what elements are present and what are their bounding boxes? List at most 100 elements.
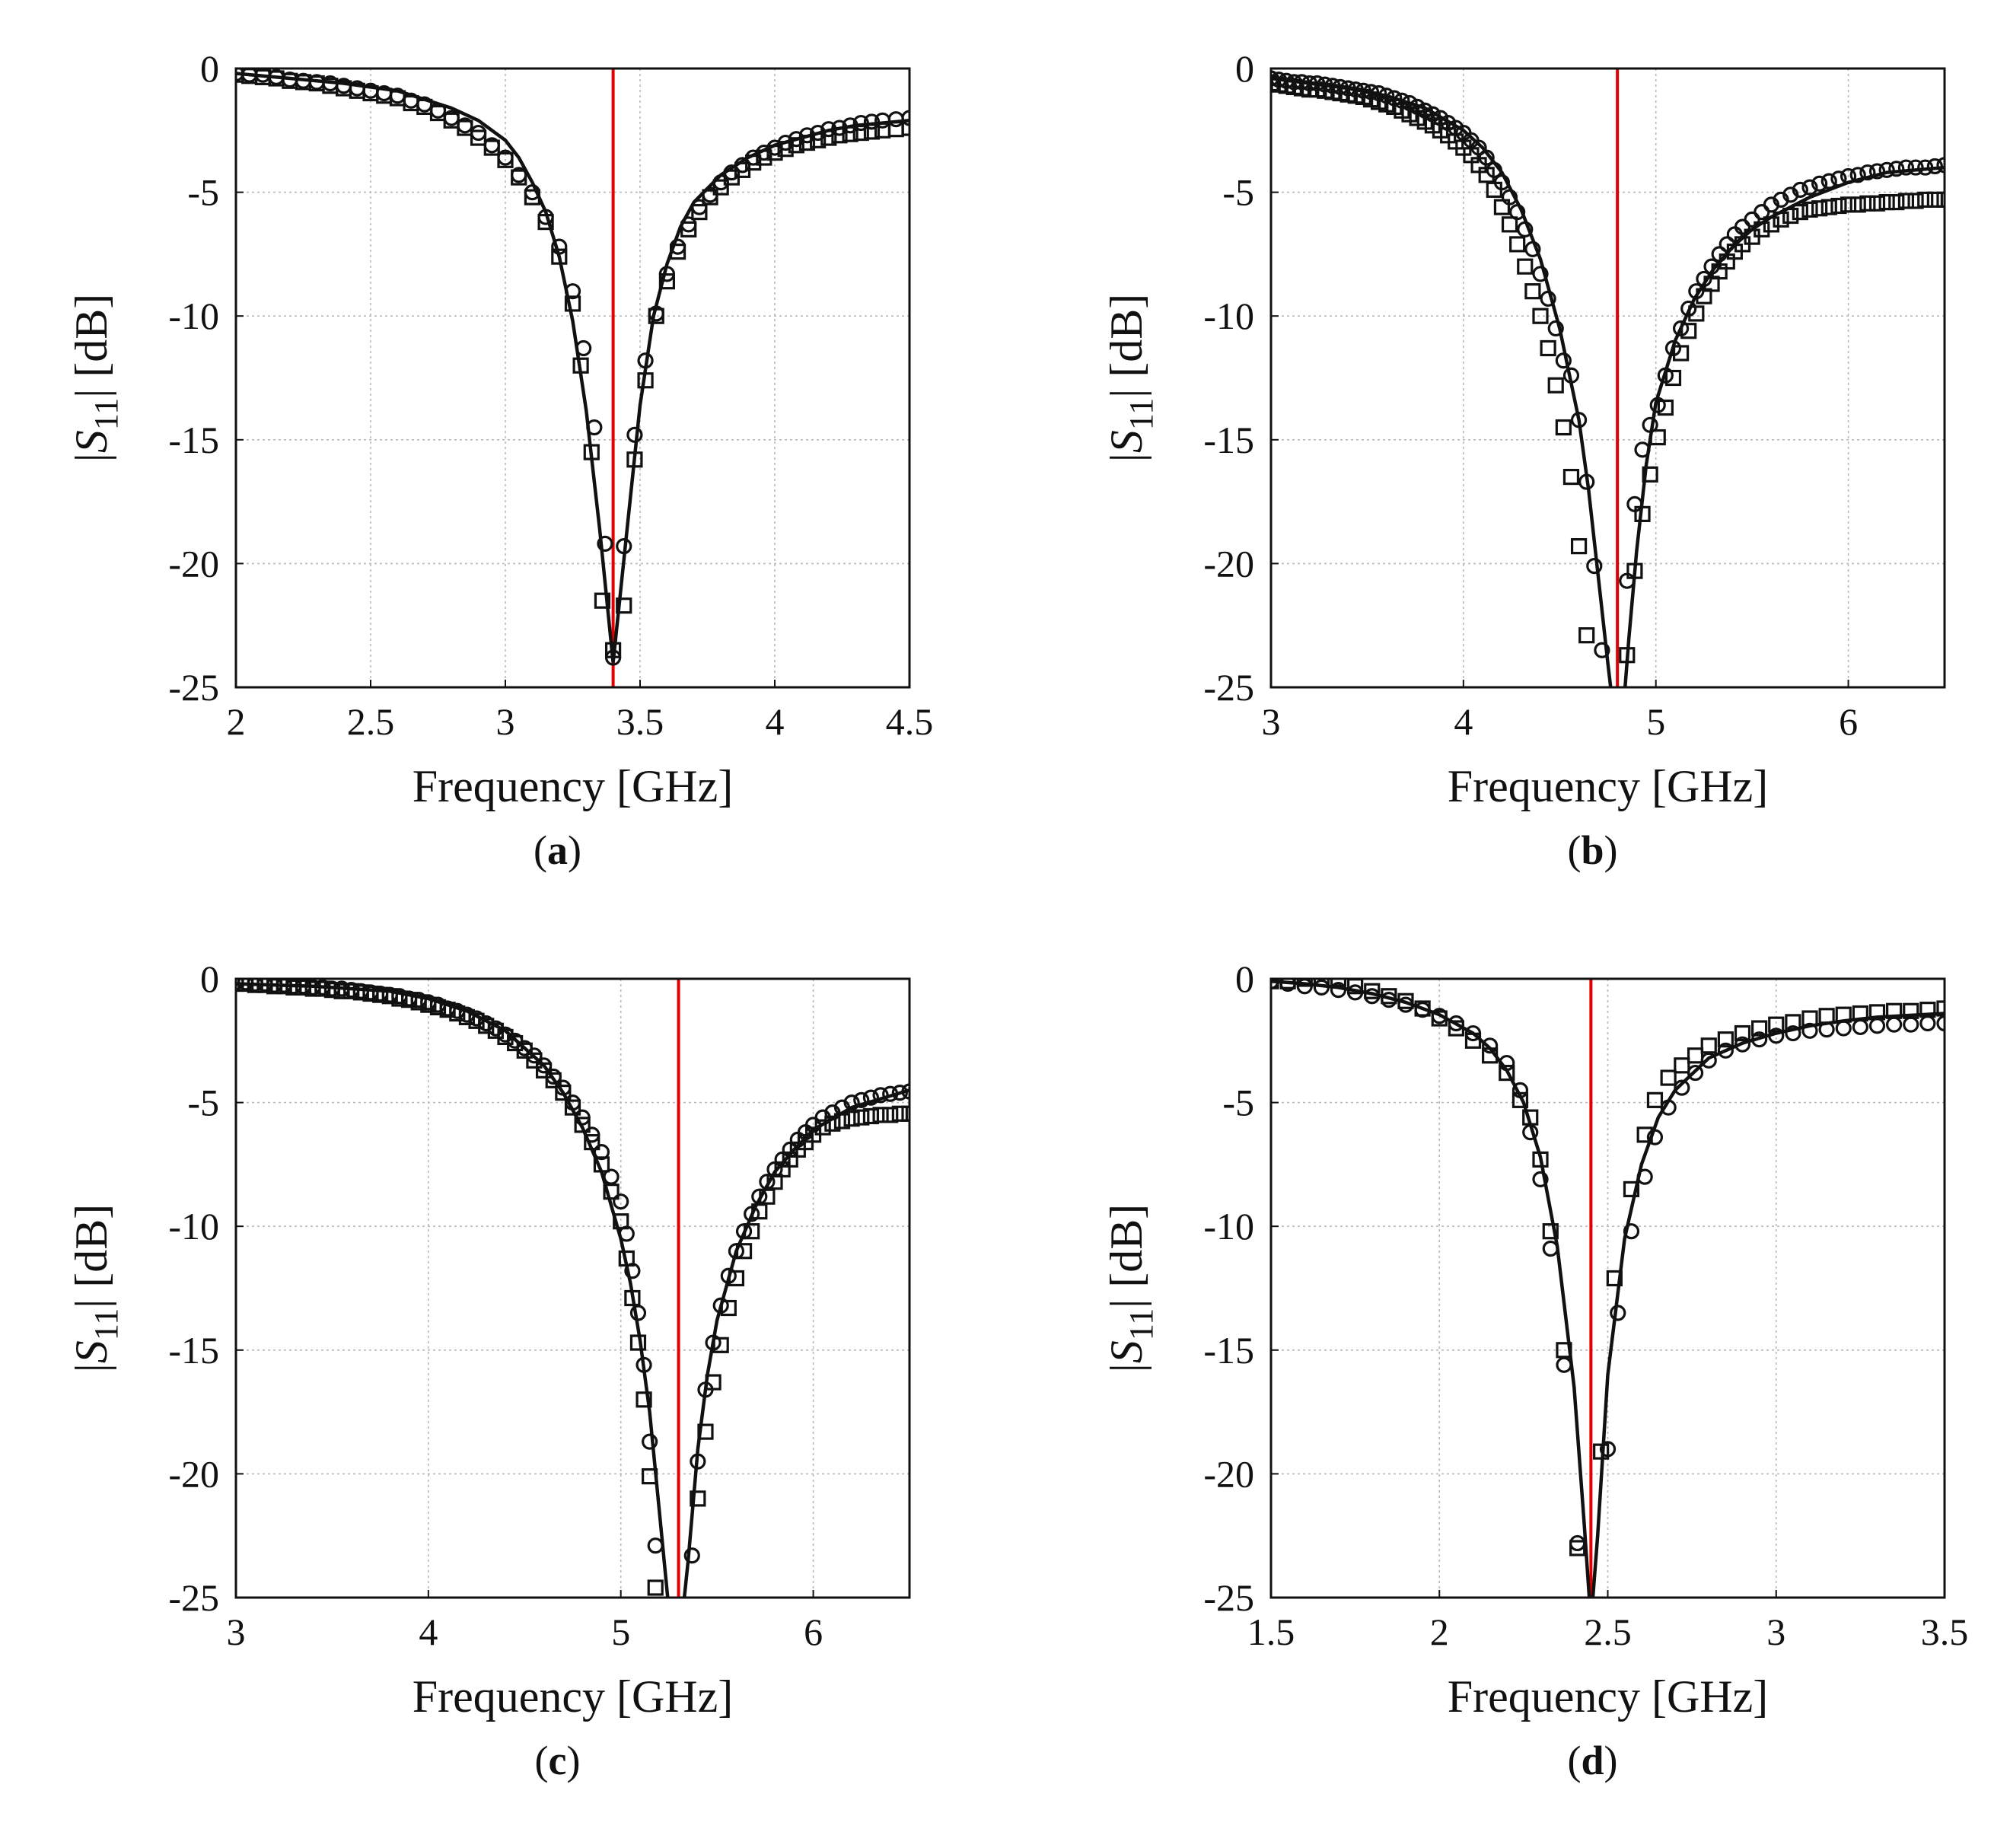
panel-a-measured-squares-point xyxy=(798,134,816,151)
panel-d-measured-squares-point xyxy=(1569,1540,1586,1556)
panel-b-measured-squares-point xyxy=(1547,377,1564,393)
panel-c-measured-squares-point xyxy=(642,1468,658,1485)
panel-d-yaxis-label: |S11| [dB] xyxy=(1101,1204,1160,1372)
panel-a-measured-squares-point xyxy=(564,295,581,312)
panel-d-measured-circles-point xyxy=(1785,1024,1801,1042)
panel-b-measured-circles-point xyxy=(1547,320,1564,337)
panel-a-measured-squares-point xyxy=(831,127,848,144)
panel-d-measured-squares-point xyxy=(1542,1223,1559,1240)
panel-b-measured-squares-point xyxy=(1626,562,1643,579)
panel-b-measured-squares-point xyxy=(1578,627,1595,644)
panel-c-measured-squares-point xyxy=(410,994,427,1011)
panel-d-ylabel-sub: 11 xyxy=(1123,1308,1160,1340)
panel-b-measured-squares-point xyxy=(1672,345,1690,362)
panel-d-measured-squares-point xyxy=(1818,1008,1835,1024)
panel-b-xtick-label: 5 xyxy=(1646,700,1665,743)
panel-c-measured-squares-point xyxy=(603,1184,620,1200)
panel-b-measured-circles-point xyxy=(1586,558,1603,575)
panel-c-yaxis-label: |S11| [dB] xyxy=(66,1204,125,1372)
panel-d-measured-circles-point xyxy=(1330,982,1347,999)
panel-c-ytick-label: -5 xyxy=(187,1082,219,1124)
panel-c-measured-squares-point xyxy=(647,1579,664,1596)
panel-c-measured-squares-point xyxy=(304,980,321,997)
panel-c-plot-area xyxy=(236,979,909,1598)
panel-b-measured-squares-point xyxy=(1649,429,1666,446)
panel-d-measured-squares-point xyxy=(1499,1064,1515,1082)
panel-c-xaxis-label: Frequency [GHz] xyxy=(413,1671,734,1722)
panel-c-measured-squares-point xyxy=(843,1110,860,1127)
panel-a-measured-squares-point xyxy=(470,129,487,146)
panel-d-measured-circles-point xyxy=(1734,1036,1751,1053)
panel-c-measured-circles-point xyxy=(862,1089,880,1106)
panel-c-caption-open: ( xyxy=(535,1738,549,1783)
panel-a-measured-squares-point xyxy=(712,179,729,196)
panel-c-measured-squares-point xyxy=(478,1018,495,1034)
panel-c-measured-squares-point xyxy=(744,1223,760,1240)
panel-c-measured-squares-point xyxy=(564,1099,581,1116)
panel-c-measured-squares-point xyxy=(429,999,447,1015)
panel-b-measured-squares-point xyxy=(1493,199,1511,215)
panel-d-measured-squares-point xyxy=(1414,1000,1431,1017)
panel-a-measured-circles-point xyxy=(637,352,654,369)
panel-d-measured-squares-point xyxy=(1397,993,1414,1009)
panel-b-measured-squares-point xyxy=(1486,181,1502,198)
panel-b-measured-squares-point xyxy=(1830,197,1847,215)
panel-a-ylabel-prefix: | xyxy=(66,453,116,462)
panel-d-measured-circles-point xyxy=(1636,1168,1653,1185)
panel-c-measured-squares-point xyxy=(247,979,263,993)
panel-c-measured-circles-point xyxy=(593,1144,610,1161)
panel-b-measured-squares-point xyxy=(1555,419,1572,436)
panel-a-measured-squares-point xyxy=(842,126,858,142)
panel-b-measured-squares-point xyxy=(1642,466,1658,483)
panel-d-measured-squares-point xyxy=(1511,1091,1529,1108)
panel-b-axes-frame xyxy=(1269,67,1946,689)
panel-d-measured-circles-point xyxy=(1674,1079,1690,1096)
panel-b-measured-circles-point xyxy=(1897,159,1915,176)
panel-c-measured-squares-point xyxy=(862,1107,880,1125)
panel-b-caption-letter: b xyxy=(1581,827,1604,873)
panel-c-xtick-label: 5 xyxy=(611,1611,630,1653)
panel-d-measured-squares-point xyxy=(1717,1031,1734,1048)
panel-a-ylabel-var: S xyxy=(66,430,116,453)
panel-b-measured-squares-point xyxy=(1509,236,1526,253)
panel-d-ylabel-prefix: | xyxy=(1101,1363,1152,1372)
panel-c-measured-squares-point xyxy=(705,1374,721,1391)
panel-b-measured-squares-point xyxy=(1820,199,1837,215)
panel-c-measured-squares-point xyxy=(735,1243,753,1260)
panel-b-measured-squares-point xyxy=(1878,194,1895,211)
panel-a-xtick-label: 3 xyxy=(496,700,515,743)
panel-a-series-group xyxy=(236,69,909,666)
panel-a-measured-squares-point xyxy=(777,141,794,158)
panel-a-measured-squares-point xyxy=(604,642,622,658)
panel-d-xtick-label: 3.5 xyxy=(1921,1611,1969,1653)
panel-c-measured-squares-point xyxy=(343,983,360,999)
panel-d-ytick-label: -10 xyxy=(1203,1205,1254,1247)
panel-b-measured-squares-point xyxy=(1532,307,1549,324)
panel-c-measured-squares-point xyxy=(372,986,389,1003)
panel-a-measured-squares-point xyxy=(680,221,697,237)
panel-d-measured-squares-point xyxy=(1751,1020,1768,1037)
panel-b-measured-circles-point xyxy=(1578,473,1595,490)
panel-c-caption-letter: c xyxy=(549,1738,567,1783)
panel-b-measured-squares-point xyxy=(1657,399,1674,416)
panel-b-measured-squares-point xyxy=(1271,75,1279,92)
panel-c-measured-squares-point xyxy=(833,1113,851,1130)
panel-b-measured-circles-point xyxy=(1811,175,1828,192)
panel-d-ytick-label: 0 xyxy=(1235,957,1254,1000)
panel-d-measured-squares-point xyxy=(1801,1010,1818,1027)
panel-d-measured-squares-point xyxy=(1522,1109,1539,1126)
panel-c-measured-squares-point xyxy=(526,1052,543,1069)
panel-c-xtick-label: 4 xyxy=(419,1611,438,1653)
panel-d-caption-close: ) xyxy=(1604,1738,1618,1783)
panel-b-measured-circles-point xyxy=(1878,161,1895,178)
panel-b-measured-squares-point xyxy=(1859,195,1876,212)
panel-a-measured-squares-point xyxy=(691,204,708,221)
panel-c-measured-squares-point xyxy=(295,979,312,996)
panel-c-measured-circles-point xyxy=(891,1084,908,1101)
panel-c-measured-circles-point xyxy=(853,1091,870,1108)
panel-b-measured-squares-point xyxy=(1680,323,1697,339)
panel-b-measured-squares-point xyxy=(1754,221,1770,237)
panel-c-measured-squares-point xyxy=(256,979,273,993)
